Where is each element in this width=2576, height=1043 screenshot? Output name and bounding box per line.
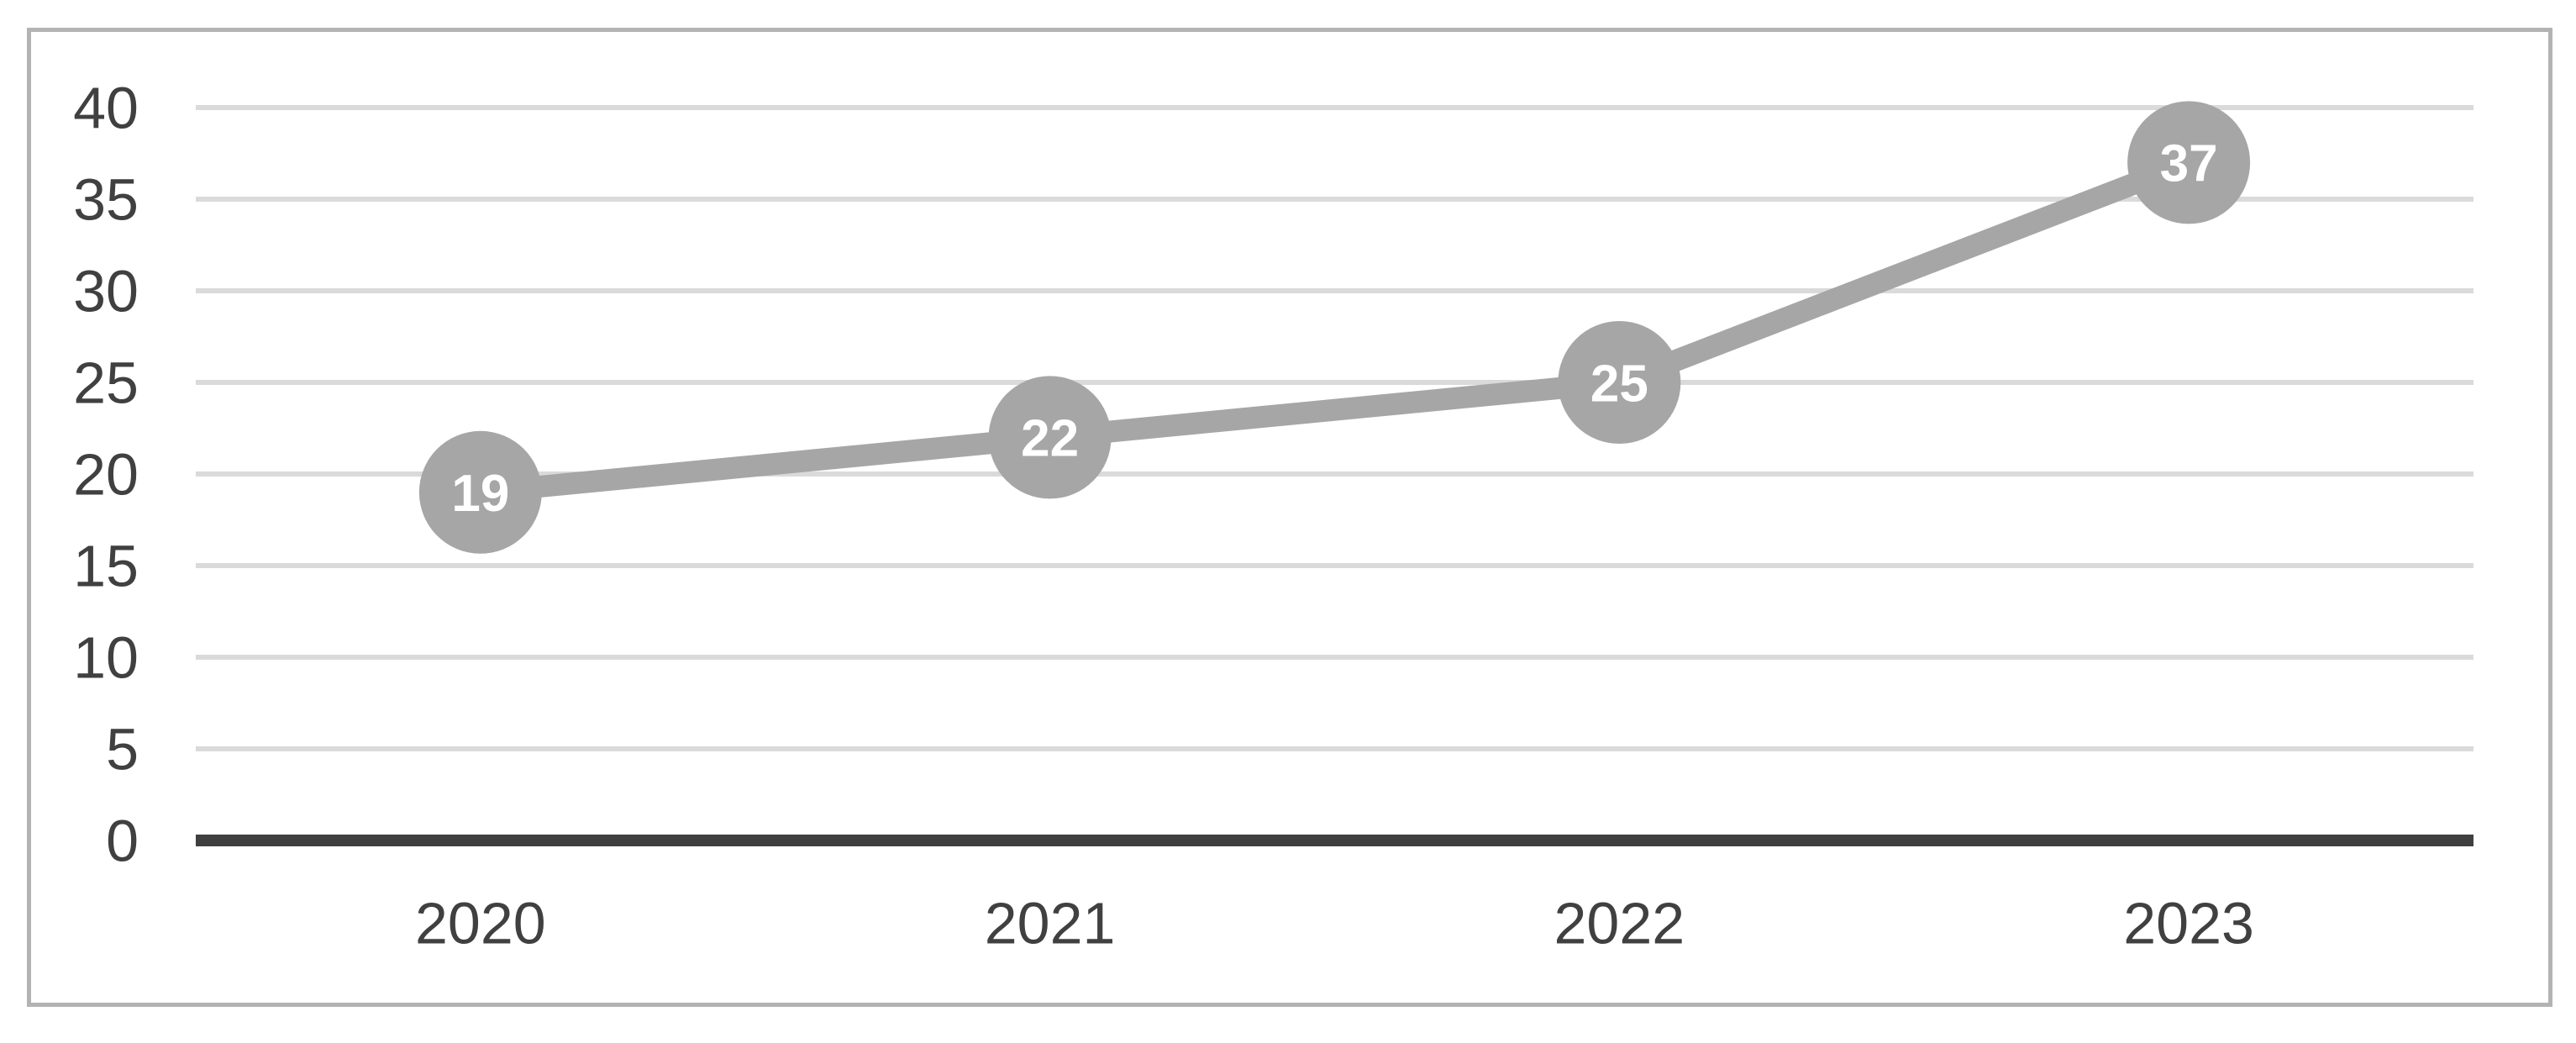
- y-axis-tick-label: 10: [73, 625, 139, 691]
- y-axis-tick-label: 40: [73, 76, 139, 141]
- data-point-label: 19: [451, 465, 509, 523]
- y-axis-tick-label: 35: [73, 167, 139, 233]
- data-point-marker: [1558, 321, 1681, 444]
- data-point-marker: [988, 376, 1112, 499]
- data-point-label: 22: [1021, 410, 1079, 468]
- x-axis-tick-label: 2020: [415, 891, 546, 956]
- x-axis-tick-label: 2022: [1554, 891, 1685, 956]
- y-axis-tick-label: 5: [106, 717, 139, 782]
- y-axis-tick-label: 20: [73, 442, 139, 508]
- y-axis-tick-label: 25: [73, 350, 139, 416]
- x-axis-tick-label: 2023: [2123, 891, 2254, 956]
- x-axis-tick-label: 2021: [985, 891, 1116, 956]
- data-point-marker: [418, 430, 542, 554]
- series-line: [479, 152, 2193, 503]
- y-axis-tick-label: 30: [73, 259, 139, 324]
- y-axis-tick-label: 0: [106, 809, 139, 874]
- data-point-label: 25: [1590, 355, 1648, 413]
- data-point-label: 37: [2160, 135, 2218, 193]
- y-axis-tick-label: 15: [73, 534, 139, 599]
- data-point-marker: [2127, 101, 2251, 224]
